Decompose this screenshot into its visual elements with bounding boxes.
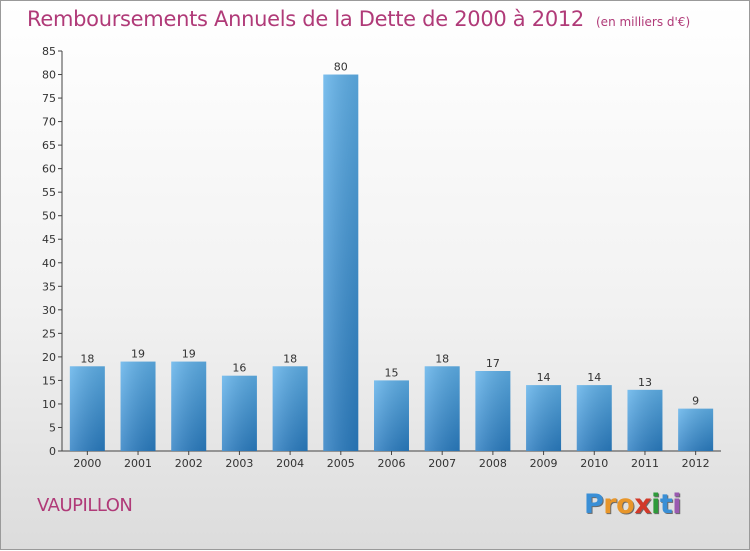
bar-shade [171, 361, 207, 451]
y-tick-label: 25 [42, 327, 56, 340]
commune-name: VAUPILLON [37, 495, 133, 516]
y-tick-label: 75 [42, 92, 56, 105]
logo-letter: t [659, 489, 673, 520]
y-tick-label: 80 [42, 69, 56, 82]
y-tick-label: 20 [42, 351, 56, 364]
x-tick-label: 2008 [479, 457, 507, 470]
bar-shade [627, 389, 663, 451]
y-tick-label: 10 [42, 398, 56, 411]
bar-shade [678, 408, 714, 451]
bar-value-label: 80 [334, 61, 348, 74]
x-tick-label: 2002 [175, 457, 203, 470]
x-tick-label: 2012 [682, 457, 710, 470]
x-tick-label: 2011 [631, 457, 659, 470]
bar-value-label: 19 [131, 348, 145, 361]
logo-letter: P [584, 489, 604, 520]
bar-shade [69, 366, 105, 451]
bar-shade [272, 366, 308, 451]
logo-letter: o [616, 489, 635, 520]
bar-value-label: 15 [385, 366, 399, 379]
bar-value-label: 19 [182, 348, 196, 361]
bar-value-label: 18 [283, 352, 297, 365]
logo-letter: r [603, 489, 617, 520]
y-tick-label: 15 [42, 374, 56, 387]
y-tick-label: 0 [49, 445, 56, 458]
x-tick-label: 2005 [327, 457, 355, 470]
unit-label: (en milliers d'€) [596, 15, 691, 29]
y-tick-label: 35 [42, 280, 56, 293]
logo-letter: i [651, 489, 660, 520]
bar-value-label: 16 [232, 362, 246, 375]
title-text: Remboursements Annuels de la Dette de 20… [27, 7, 584, 31]
bar-value-label: 14 [537, 371, 551, 384]
proxiti-logo[interactable]: Proxiti [584, 489, 682, 520]
x-tick-label: 2007 [428, 457, 456, 470]
y-tick-label: 70 [42, 116, 56, 129]
y-tick-label: 85 [42, 45, 56, 58]
bar-value-label: 9 [692, 395, 699, 408]
y-tick-label: 40 [42, 257, 56, 270]
bar-shade [424, 366, 460, 451]
bar-shade [526, 385, 562, 451]
y-tick-label: 55 [42, 186, 56, 199]
x-tick-label: 2003 [225, 457, 253, 470]
y-tick-label: 60 [42, 163, 56, 176]
chart-title: Remboursements Annuels de la Dette de 20… [27, 7, 690, 31]
x-tick-label: 2009 [530, 457, 558, 470]
x-tick-label: 2010 [580, 457, 608, 470]
bar-value-label: 14 [587, 371, 601, 384]
y-tick-label: 65 [42, 139, 56, 152]
bar-shade [120, 361, 156, 451]
bar-shade [323, 74, 359, 451]
bar-value-label: 18 [435, 352, 449, 365]
bar-shade [221, 375, 257, 451]
x-tick-label: 2000 [73, 457, 101, 470]
x-tick-label: 2006 [378, 457, 406, 470]
x-tick-label: 2004 [276, 457, 304, 470]
bar-value-label: 18 [80, 352, 94, 365]
y-tick-label: 50 [42, 210, 56, 223]
logo-letter: x [634, 489, 652, 520]
y-tick-label: 5 [49, 421, 56, 434]
bar-shade [576, 385, 612, 451]
logo-letter: i [672, 489, 682, 520]
bar-shade [475, 371, 511, 451]
bar-shade [374, 380, 409, 451]
bar-value-label: 13 [638, 376, 652, 389]
x-tick-label: 2001 [124, 457, 152, 470]
bar-value-label: 17 [486, 357, 500, 370]
y-tick-label: 45 [42, 233, 56, 246]
y-tick-label: 30 [42, 304, 56, 317]
